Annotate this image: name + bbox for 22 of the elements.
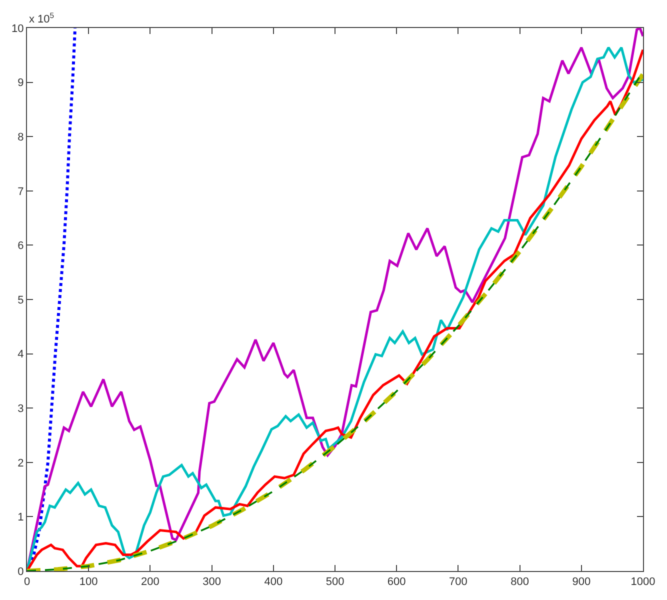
y-tick-label: 2 bbox=[18, 457, 24, 470]
x-tick-label: 900 bbox=[572, 576, 591, 588]
y-tick-label: 9 bbox=[18, 77, 24, 90]
y-tick-label: 1 bbox=[18, 512, 24, 524]
y-tick-label: 10 bbox=[12, 22, 24, 35]
y-tick-label: 7 bbox=[18, 186, 24, 198]
x-tick-label: 200 bbox=[141, 576, 160, 588]
x-tick-label: 400 bbox=[264, 576, 283, 588]
x-tick-label: 800 bbox=[510, 576, 529, 588]
y-tick-label: 3 bbox=[18, 402, 24, 415]
y-tick-label: 6 bbox=[18, 240, 24, 252]
x-tick-label: 300 bbox=[202, 576, 221, 588]
y-tick-label: 0 bbox=[18, 566, 24, 578]
x-tick-label: 500 bbox=[326, 576, 344, 588]
y-tick-label: 4 bbox=[18, 348, 24, 361]
y-tick-label: 8 bbox=[18, 131, 24, 144]
x-tick-label: 1000 bbox=[630, 576, 656, 588]
x-tick-label: 700 bbox=[449, 576, 468, 588]
text: x 10$^{5}$ bbox=[29, 11, 54, 26]
x-tick-label: 100 bbox=[79, 576, 98, 588]
y-tick-label: 5 bbox=[18, 294, 24, 306]
x-tick-label: 600 bbox=[387, 576, 406, 588]
